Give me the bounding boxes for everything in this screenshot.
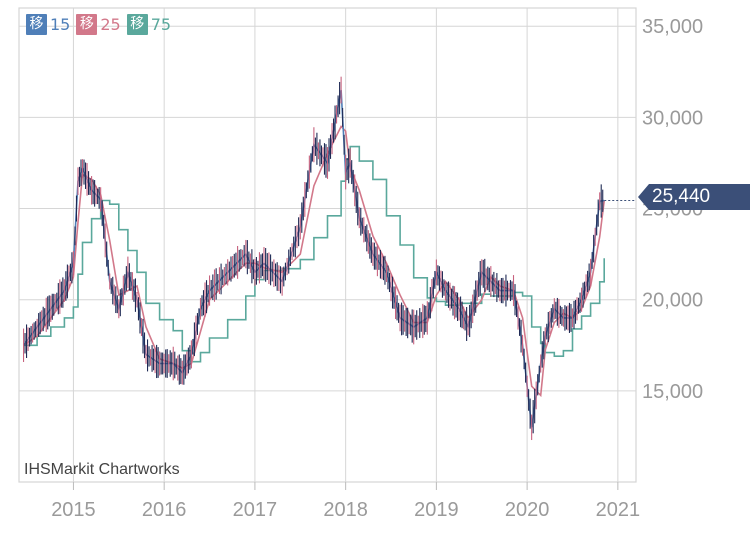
last-price-value: 25,440 [652, 186, 711, 207]
y-tick-label: 30,000 [642, 107, 703, 129]
plot-area-border [18, 7, 637, 483]
x-tick-label: 2019 [414, 499, 459, 521]
ma15-legend-box: 移 [26, 14, 47, 35]
x-tick-label: 2016 [142, 499, 187, 521]
y-tick-label: 35,000 [642, 16, 703, 38]
legend-item-ma75[interactable]: 移 75 [126, 14, 172, 35]
ma25-legend-label: 25 [100, 15, 121, 34]
ma25-line [23, 125, 605, 398]
x-tick-label: 2017 [233, 499, 278, 521]
x-tick-label: 2020 [505, 499, 550, 521]
y-tick-label: 15,000 [642, 381, 703, 403]
legend-item-ma25[interactable]: 移 25 [76, 14, 121, 35]
x-tick-label: 2015 [51, 499, 96, 521]
ma75-legend-box: 移 [126, 14, 148, 35]
chart-watermark: IHSMarkit Chartworks [24, 461, 180, 478]
moving-average-legend: 移 15 移 25 移 75 [26, 14, 171, 35]
ma75-line [23, 145, 605, 363]
ma15-legend-label: 15 [50, 15, 71, 34]
x-tick-label: 2021 [596, 499, 641, 521]
ma75-legend-label: 75 [150, 15, 172, 34]
last-price-badge-shape [638, 184, 750, 210]
y-tick-label: 20,000 [642, 290, 703, 312]
x-tick-label: 2018 [323, 499, 368, 521]
legend-item-ma15[interactable]: 移 15 [26, 14, 70, 35]
last-price-badge: 25,440 [638, 184, 750, 210]
ma25-legend-box: 移 [76, 14, 98, 35]
